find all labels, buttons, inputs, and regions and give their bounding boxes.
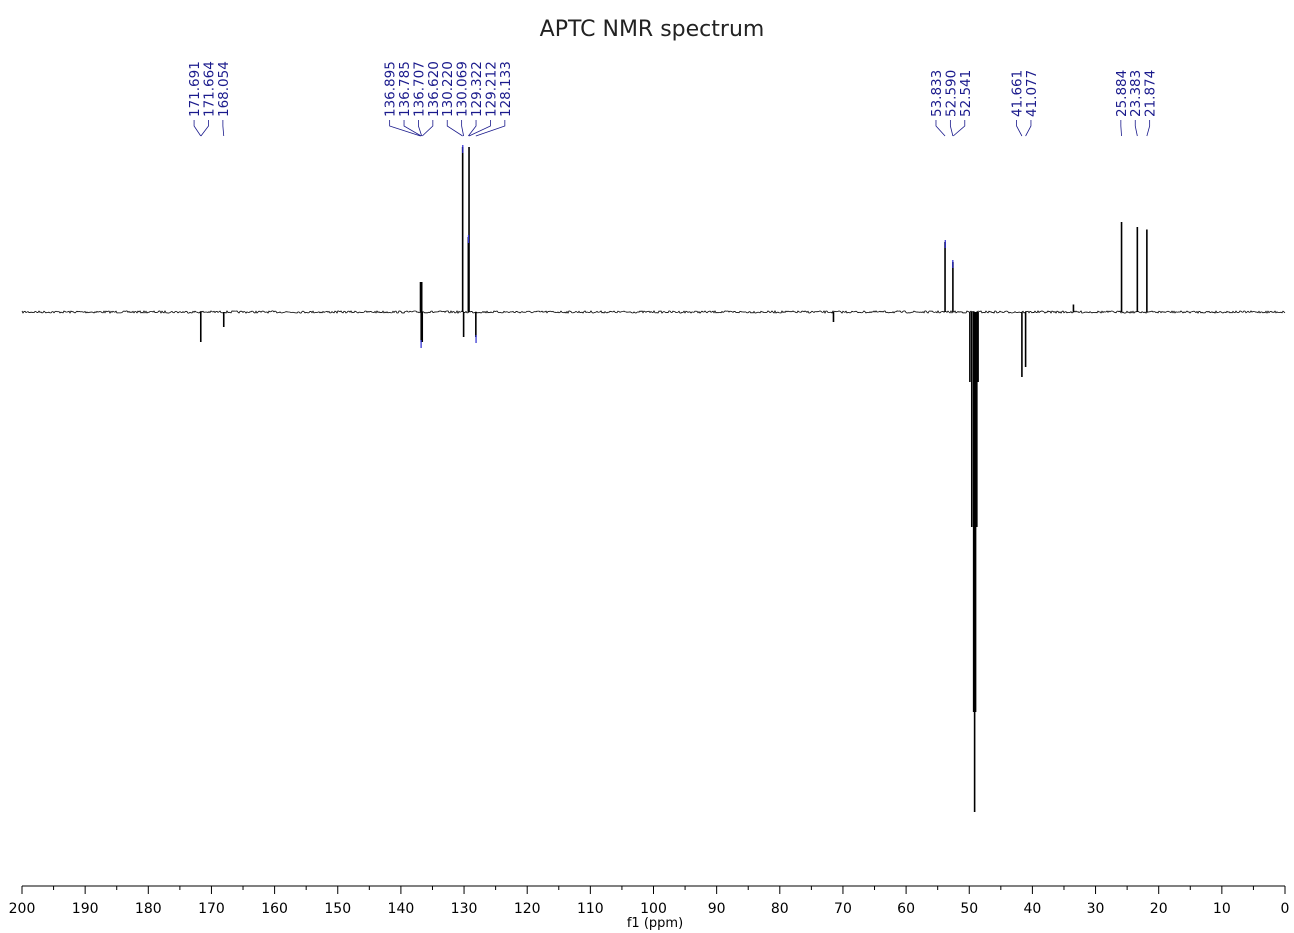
peak-label-connector <box>468 120 477 137</box>
x-tick-label: 20 <box>1150 901 1168 917</box>
peak-label: 136.785 <box>397 61 413 117</box>
peak-label: 129.322 <box>469 61 485 117</box>
x-axis: 200 190 180 170 160 150 140 130 120 110 100 90 80 70 6… <box>9 885 1290 917</box>
peak-label: 136.620 <box>426 61 442 117</box>
peak-label-connector <box>1120 120 1122 137</box>
x-tick-label: 180 <box>135 901 162 917</box>
peak-label: 130.220 <box>440 61 456 117</box>
peak-label-connector <box>949 120 954 137</box>
peak-label: 21.874 <box>1143 70 1159 117</box>
x-tick-label: 0 <box>1281 901 1290 917</box>
x-axis-label: f1 (ppm) <box>627 916 683 931</box>
x-tick-label: 10 <box>1213 901 1231 917</box>
peak-label-connector <box>1016 120 1023 137</box>
peak-label-connector <box>475 120 506 137</box>
peak-label-connector <box>418 120 423 137</box>
chart-title: APTC NMR spectrum <box>540 17 765 42</box>
x-tick-label: 150 <box>324 901 351 917</box>
peak-label: 52.541 <box>958 70 974 117</box>
peak-label-connector <box>389 120 421 137</box>
integral-marker-layer <box>420 145 954 348</box>
peak-label-connector <box>461 120 465 137</box>
peak-label-connector <box>222 120 225 137</box>
peak-label: 53.833 <box>929 70 945 117</box>
x-tick-label: 160 <box>261 901 288 917</box>
x-tick-label: 170 <box>198 901 225 917</box>
peak-label: 41.661 <box>1010 70 1026 117</box>
spectrum-baseline <box>21 310 1286 314</box>
spectrum-trace <box>21 147 1286 812</box>
peak-label-connector <box>446 120 463 137</box>
peak-label-connector <box>200 120 209 137</box>
x-tick-label: 200 <box>9 901 36 917</box>
x-tick-label: 70 <box>834 901 852 917</box>
peak-label: 23.383 <box>1128 70 1144 117</box>
x-tick-label: 120 <box>514 901 541 917</box>
peak-label-connector <box>421 120 434 137</box>
x-tick-label: 80 <box>771 901 789 917</box>
x-tick-label: 30 <box>1087 901 1105 917</box>
x-tick-label: 190 <box>72 901 99 917</box>
x-tick-label: 130 <box>451 901 478 917</box>
peak-label: 128.133 <box>498 61 514 117</box>
peak-label: 168.054 <box>216 61 232 117</box>
x-tick-label: 90 <box>708 901 726 917</box>
x-tick-label: 60 <box>897 901 915 917</box>
peak-label: 171.691 <box>187 61 203 117</box>
peak-label: 41.077 <box>1024 70 1040 117</box>
x-tick-label: 100 <box>640 901 667 917</box>
peak-label-connector <box>403 120 422 137</box>
x-tick-label: 50 <box>960 901 978 917</box>
peak-label-connector <box>1146 120 1151 137</box>
x-tick-label: 40 <box>1023 901 1041 917</box>
x-tick-label: 140 <box>388 901 415 917</box>
peak-label-connector <box>952 120 966 137</box>
peak-label-connector <box>468 120 491 137</box>
peak-label: 130.069 <box>455 61 471 117</box>
peak-label: 52.590 <box>943 70 959 117</box>
x-tick-label: 110 <box>577 901 604 917</box>
peak-label-connector <box>935 120 946 137</box>
peak-label: 129.212 <box>483 61 499 117</box>
peak-label-connector <box>193 120 202 137</box>
peak-label: 136.895 <box>383 61 399 117</box>
peak-label: 171.664 <box>201 61 217 117</box>
peak-label: 25.884 <box>1114 70 1130 117</box>
peak-label-connector <box>1025 120 1032 137</box>
peak-label: 136.707 <box>411 61 427 117</box>
peak-label-connector <box>1134 120 1138 137</box>
